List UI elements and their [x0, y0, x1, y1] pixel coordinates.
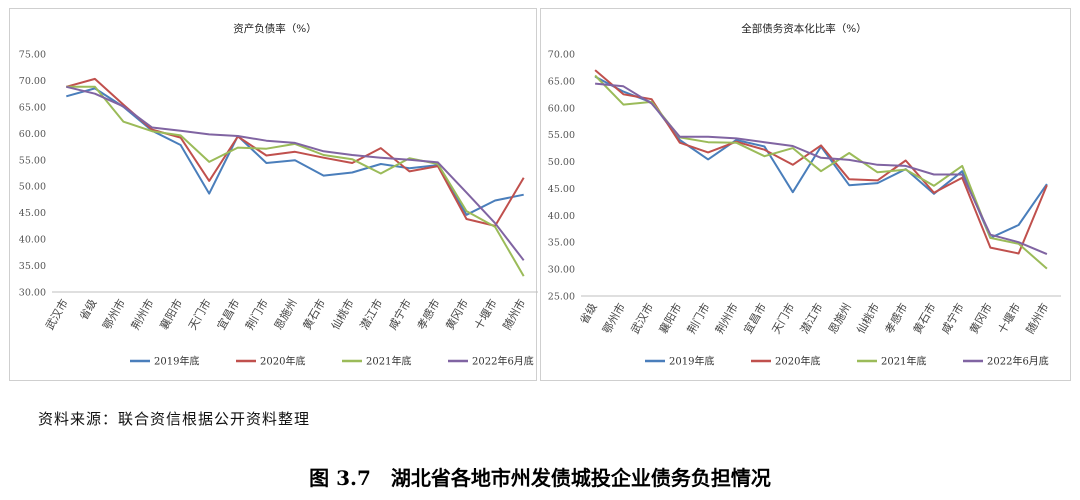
series-line: [66, 77, 525, 227]
category-label: 孝感市: [414, 297, 443, 333]
debt-asset-ratio-chart: 资产负债率（%） 30.00 35.00 40.00 45.00 50.00 55.00 60…: [19, 22, 538, 368]
category-label: 仙桃市: [328, 297, 357, 333]
category-label: 黄石市: [300, 297, 329, 333]
legend-item: 2019年底: [645, 355, 714, 368]
category-label: 黄石市: [910, 301, 939, 337]
category-label: 潜江市: [797, 301, 826, 337]
y-tick-label: 50.00: [548, 157, 575, 168]
y-tick-label: 60.00: [19, 129, 46, 140]
y-tick-label: 50.00: [19, 182, 46, 193]
category-label: 鄂州市: [99, 297, 128, 333]
category-label: 天门市: [769, 301, 798, 337]
legend-label: 2021年底: [881, 355, 926, 368]
y-tick-label: 30.00: [548, 265, 575, 276]
category-label: 潜江市: [357, 297, 386, 333]
category-label: 咸宁市: [938, 301, 967, 337]
y-tick-label: 55.00: [19, 155, 46, 166]
category-label: 荆门市: [684, 301, 713, 337]
y-tick-label: 40.00: [548, 211, 575, 222]
y-tick-label: 35.00: [19, 261, 46, 272]
chart-title: 资产负债率（%）: [233, 22, 316, 35]
left-chart-panel: 资产负债率（%） 30.00 35.00 40.00 45.00 50.00 55.00 60…: [9, 8, 538, 381]
category-label: 武汉市: [42, 297, 71, 333]
y-tick-label: 30.00: [19, 288, 46, 299]
legend-item: 2022年6月底: [448, 355, 534, 368]
category-label: 天门市: [185, 297, 214, 333]
legend-label: 2022年6月底: [987, 355, 1049, 368]
category-label: 襄阳市: [656, 301, 685, 337]
debt-capitalization-ratio-chart: 全部债务资本化比率（%） 25.00 30.00 35.00 40.00 45.00 50.…: [548, 22, 1061, 368]
y-tick-label: 25.00: [548, 292, 575, 303]
category-label: 黄冈市: [443, 297, 472, 333]
category-label: 荆州市: [712, 301, 741, 337]
category-label: 省级: [577, 301, 599, 327]
series-line: [594, 74, 1048, 270]
category-label: 十堰市: [995, 301, 1024, 337]
legend-label: 2019年底: [154, 355, 199, 368]
legend-item: 2022年6月底: [963, 355, 1049, 368]
category-label: 黄冈市: [966, 301, 995, 337]
series-line: [66, 85, 525, 261]
category-label: 荆州市: [128, 297, 157, 333]
category-label: 宜昌市: [741, 301, 770, 337]
category-label: 孝感市: [882, 301, 911, 337]
category-label: 荆门市: [242, 297, 271, 333]
category-label: 十堰市: [471, 297, 500, 333]
legend-label: 2021年底: [366, 355, 411, 368]
y-tick-label: 70.00: [548, 50, 575, 61]
legend-label: 2020年底: [260, 355, 305, 368]
legend-label: 2019年底: [669, 355, 714, 368]
legend-item: 2019年底: [130, 355, 199, 368]
series-line: [595, 82, 1048, 256]
y-tick-label: 55.00: [548, 130, 575, 141]
category-label: 随州市: [1023, 300, 1052, 336]
category-label: 咸宁市: [385, 297, 414, 333]
category-label: 恩施州: [826, 301, 854, 336]
source-note: 资料来源：联合资信根据公开资料整理: [38, 410, 311, 428]
category-label: 仙桃市: [853, 301, 882, 337]
y-tick-label: 60.00: [548, 103, 575, 114]
legend-label: 2022年6月底: [472, 355, 534, 368]
legend-label: 2020年底: [775, 355, 820, 368]
y-tick-label: 65.00: [19, 102, 46, 113]
figure-caption: 图 3.7 湖北省各地市州发债城投企业债务负担情况: [309, 466, 771, 490]
y-tick-label: 45.00: [19, 208, 46, 219]
category-label: 随州市: [500, 297, 529, 333]
right-chart-panel: 全部债务资本化比率（%） 25.00 30.00 35.00 40.00 45.00 50.…: [540, 8, 1071, 381]
y-tick-label: 70.00: [19, 76, 46, 87]
category-label: 武汉市: [628, 301, 657, 337]
y-tick-label: 45.00: [548, 184, 575, 195]
legend-item: 2021年底: [342, 355, 411, 368]
legend-item: 2020年底: [751, 355, 820, 368]
category-label: 襄阳市: [157, 297, 186, 333]
y-tick-label: 35.00: [548, 238, 575, 249]
y-tick-label: 40.00: [19, 235, 46, 246]
category-label: 恩施州: [272, 297, 300, 332]
category-label: 省级: [77, 297, 99, 323]
y-tick-label: 65.00: [548, 76, 575, 87]
chart-title: 全部债务资本化比率（%）: [741, 22, 866, 35]
series-line: [594, 69, 1048, 255]
category-label: 宜昌市: [214, 297, 243, 333]
y-tick-label: 75.00: [19, 50, 46, 61]
legend-item: 2020年底: [236, 355, 305, 368]
legend-item: 2021年底: [857, 355, 926, 368]
category-label: 鄂州市: [599, 301, 628, 337]
